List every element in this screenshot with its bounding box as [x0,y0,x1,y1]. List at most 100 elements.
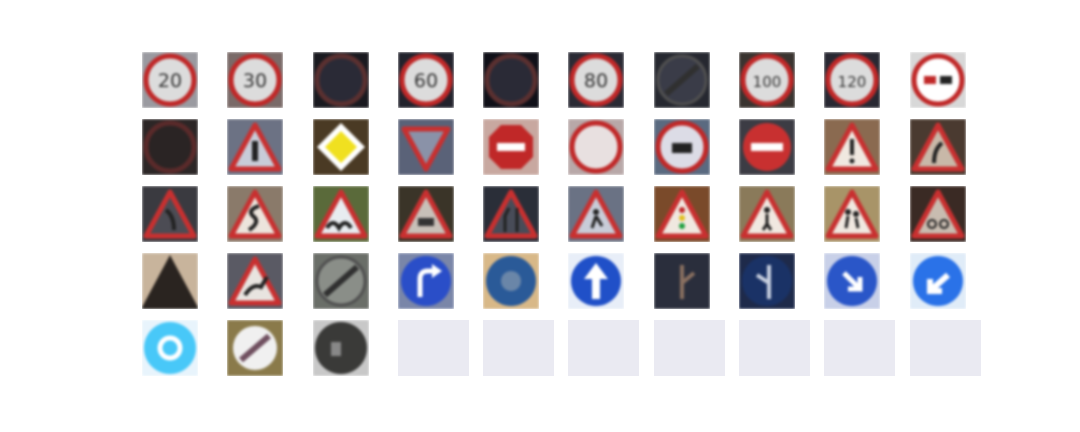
svg-text:120: 120 [838,73,867,91]
sign-image-bumpy-road [312,186,369,242]
sign-image-speed-limit-50-dark [312,52,369,108]
sign-turn-right-ahead-icon [397,253,454,309]
sign-bumpy-road-icon [312,186,369,242]
sign-image-traffic-signals [653,186,710,242]
sign-wild-animals-icon [227,253,284,309]
sign-no-vehicles-icon [568,119,625,175]
sign-speed-limit-30-icon: 30 [227,52,284,108]
sign-image-slippery-road [397,186,454,242]
sign-image-children-crossing [824,186,881,242]
sign-end-speed-limit-80-icon [653,52,710,108]
sign-image-yield [397,119,454,175]
sign-double-curve-icon [227,186,284,242]
sign-end-no-passing-icon [227,320,284,376]
sign-no-passing-trucks-icon [142,119,198,175]
sign-pedestrians-icon [739,186,796,242]
sign-speed-limit-100-icon: 100 [739,52,796,108]
empty-cell [483,320,555,376]
sign-no-entry-icon [739,119,796,175]
empty-cell [739,320,811,376]
sign-image-road-work [568,186,625,242]
sign-image-speed-limit-20: 20 [142,52,198,108]
sign-speed-limit-60-icon: 60 [397,52,454,108]
empty-cell [568,320,640,376]
sign-image-speed-limit-100: 100 [739,52,796,108]
sign-image-speed-limit-30: 30 [227,52,284,108]
sign-image-straight-or-right [653,253,710,309]
empty-cell [397,320,469,376]
sign-dangerous-curve-left-icon [909,119,966,175]
sign-bicycles-crossing-icon [909,186,966,242]
sign-image-road-narrows [483,186,540,242]
svg-text:80: 80 [584,70,608,92]
svg-text:20: 20 [158,70,182,92]
sign-children-crossing-icon [824,186,881,242]
sign-speed-limit-120-icon: 120 [824,52,881,108]
sign-image-end-no-passing [227,320,284,376]
sign-slippery-road-icon [397,186,454,242]
sign-image-dangerous-curve-left [909,119,966,175]
sign-image-no-passing [909,52,966,108]
sign-no-trucks-icon [653,119,710,175]
sign-image-no-vehicles [568,119,625,175]
sign-image-end-all-limits [312,253,369,309]
sign-image-keep-right [824,253,881,309]
sign-image-general-caution [824,119,881,175]
sign-keep-left-icon [909,253,966,309]
sign-straight-or-right-icon [653,253,710,309]
sign-speed-limit-70-dark-icon [483,52,540,108]
sign-image-pedestrians [739,186,796,242]
empty-cell [653,320,725,376]
sign-keep-right-icon [824,253,881,309]
sign-speed-limit-50-dark-icon [312,52,369,108]
sign-speed-limit-80-icon: 80 [568,52,625,108]
sign-speed-limit-20-icon: 20 [142,52,198,108]
empty-cell [909,320,981,376]
sign-image-end-speed-limit-80 [653,52,710,108]
sign-image-end-no-passing-trucks [312,320,369,376]
sign-image-speed-limit-60: 60 [397,52,454,108]
sign-image-keep-left [909,253,966,309]
sign-road-work-icon [568,186,625,242]
sign-dangerous-curve-right-icon [142,186,198,242]
sign-right-of-way-next-intersection-icon [227,119,284,175]
sign-image-no-trucks [653,119,710,175]
sign-image-roundabout [142,320,198,376]
sign-roundabout-icon [142,320,198,376]
sign-priority-road-icon [312,119,369,175]
empty-cell [824,320,896,376]
sign-image-ahead-only [568,253,625,309]
sign-image-beware-ice [142,253,198,309]
sign-no-passing-icon [909,52,966,108]
sign-image-priority-road [312,119,369,175]
sign-beware-ice-icon [142,253,198,309]
sign-traffic-signals-icon [653,186,710,242]
sign-image-no-passing-trucks [142,119,198,175]
sign-end-no-passing-trucks-icon [312,320,369,376]
sign-image-bicycles-crossing [909,186,966,242]
sign-ahead-only-icon [568,253,625,309]
sign-image-stop [483,119,540,175]
sign-image-no-entry [739,119,796,175]
sign-stop-icon [483,119,540,175]
sign-image-straight-or-left [739,253,796,309]
svg-text:100: 100 [753,73,782,91]
sign-turn-left-ahead-icon [483,253,540,309]
sign-image-double-curve [227,186,284,242]
sign-end-all-limits-icon [312,253,369,309]
svg-text:60: 60 [414,70,438,92]
sign-image-right-of-way-next-intersection [227,119,284,175]
sign-image-grid: 20 30 60 80 100 120 [142,52,981,376]
sign-general-caution-icon [824,119,881,175]
sign-image-speed-limit-80: 80 [568,52,625,108]
sign-road-narrows-icon [483,186,540,242]
sign-image-turn-right-ahead [397,253,454,309]
sign-image-wild-animals [227,253,284,309]
svg-text:30: 30 [243,70,267,92]
sign-image-speed-limit-120: 120 [824,52,881,108]
sign-image-speed-limit-70-dark [483,52,540,108]
sign-image-turn-left-ahead [483,253,540,309]
sign-image-dangerous-curve-right [142,186,198,242]
sign-yield-icon [397,119,454,175]
sign-straight-or-left-icon [739,253,796,309]
